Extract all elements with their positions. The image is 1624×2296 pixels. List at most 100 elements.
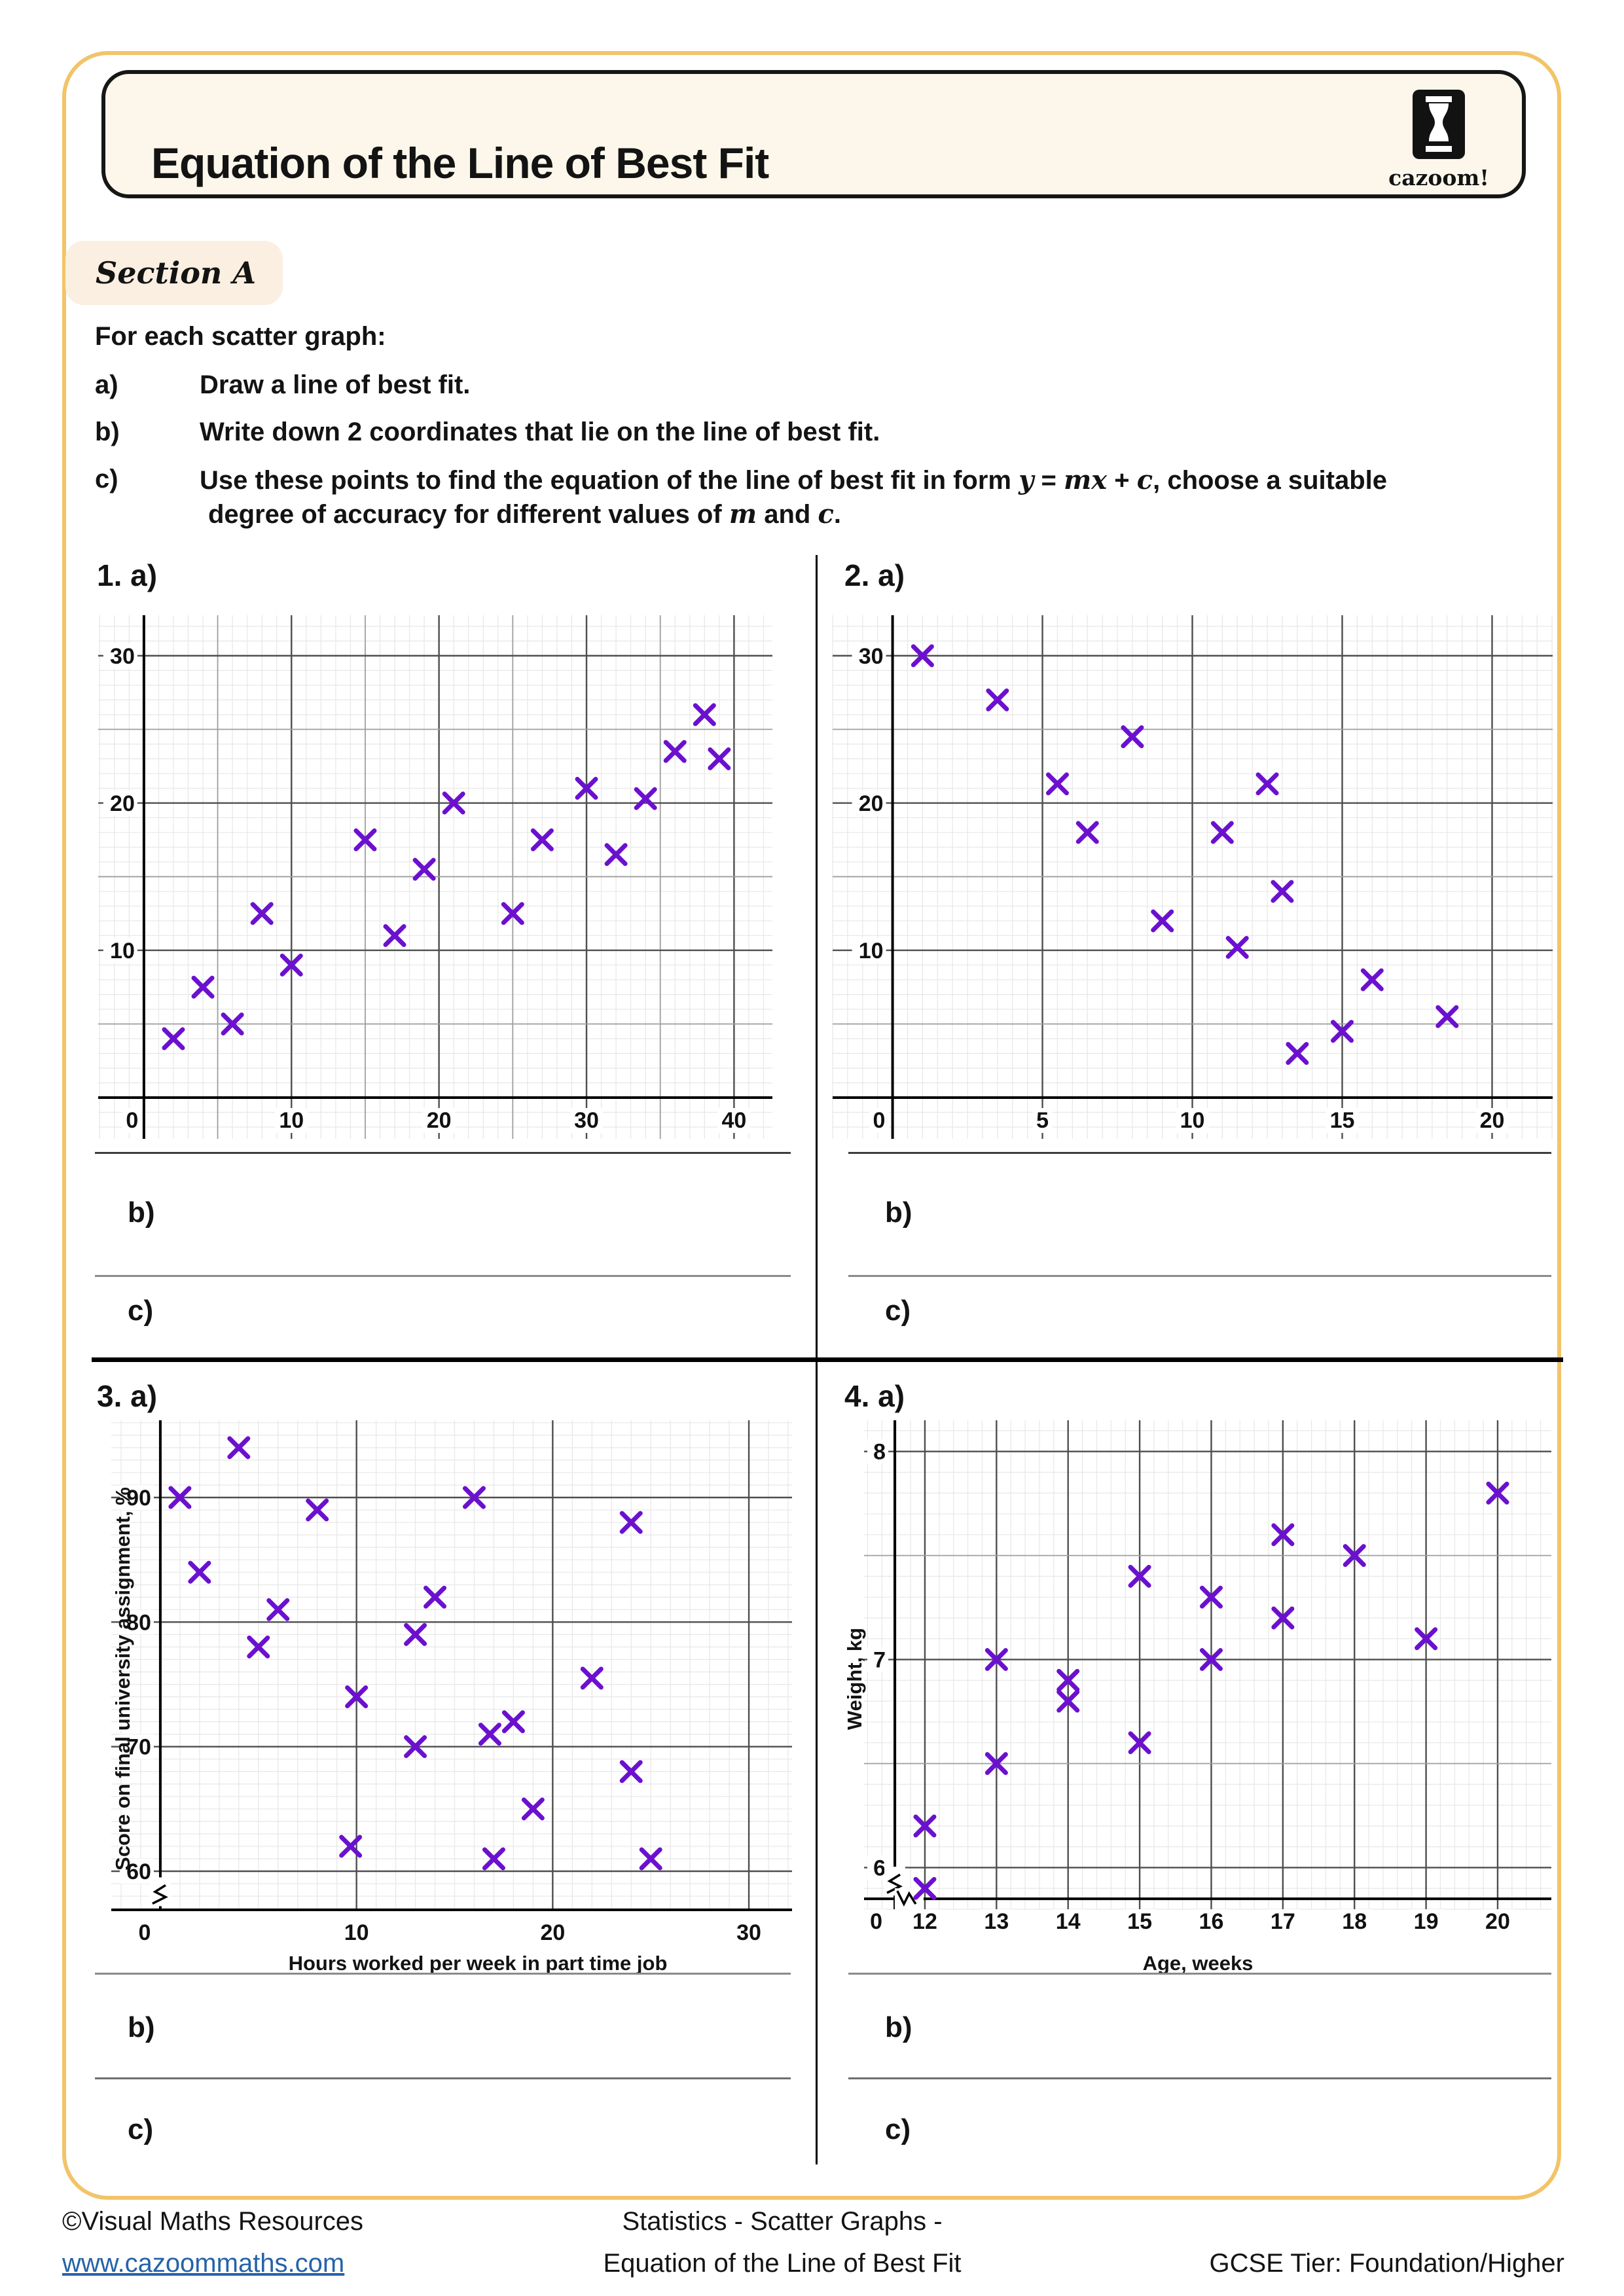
svg-text:0: 0 xyxy=(138,1920,151,1945)
title-banner: Equation of the Line of Best Fit cazoom! xyxy=(101,70,1526,198)
q4-part-b-label: b) xyxy=(885,2011,912,2043)
svg-text:20: 20 xyxy=(540,1920,565,1945)
instructions-intro: For each scatter graph: xyxy=(95,322,386,351)
page-title: Equation of the Line of Best Fit xyxy=(151,139,769,188)
section-label: Section A xyxy=(96,255,257,291)
scatter-plot-q4: 0 12 13 14 15 16 17 18 19 20 6 7 8 xyxy=(864,1420,1551,1935)
question-3-label: 3. a) xyxy=(97,1379,158,1413)
svg-text:5: 5 xyxy=(1036,1108,1049,1133)
instruction-c-post: , choose a suitable xyxy=(1153,466,1387,495)
svg-text:20: 20 xyxy=(110,791,135,816)
math-c: c xyxy=(1136,465,1153,495)
question-2-label: 2. a) xyxy=(844,558,905,592)
svg-text:8: 8 xyxy=(873,1440,886,1465)
svg-text:40: 40 xyxy=(721,1108,746,1133)
instruction-c-letter: c) xyxy=(95,465,118,493)
svg-text:80: 80 xyxy=(126,1610,151,1635)
svg-text:20: 20 xyxy=(427,1108,452,1133)
math-plus: + xyxy=(1107,466,1137,495)
q3-part-c-label: c) xyxy=(128,2113,154,2145)
q3-x-axis-title: Hours worked per week in part time job xyxy=(288,1952,668,1975)
answer-line xyxy=(95,1152,791,1154)
svg-text:10: 10 xyxy=(110,939,135,963)
q2-part-c-label: c) xyxy=(885,1295,911,1327)
instruction-c-text-line1: Use these points to find the equation of… xyxy=(200,465,1387,495)
svg-text:0: 0 xyxy=(870,1909,882,1934)
math-equals: = xyxy=(1034,466,1064,495)
instruction-c-text-line2: degree of accuracy for different values … xyxy=(208,499,841,529)
page-accent-border xyxy=(62,51,1561,2200)
answer-line xyxy=(95,2077,791,2079)
instruction-c-pre: Use these points to find the equation of… xyxy=(200,466,1019,495)
instruction-c2-pre: degree of accuracy for different values … xyxy=(208,500,729,529)
svg-text:17: 17 xyxy=(1271,1909,1295,1934)
instruction-b-text: Write down 2 coordinates that lie on the… xyxy=(200,418,880,446)
svg-text:90: 90 xyxy=(126,1486,151,1511)
answer-line xyxy=(848,2077,1551,2079)
svg-text:30: 30 xyxy=(859,644,884,669)
scatter-plot-q3: 0 10 20 30 60 70 80 90 xyxy=(111,1420,792,1945)
footer-tier: GCSE Tier: Foundation/Higher xyxy=(1209,2249,1564,2278)
answer-line xyxy=(95,1973,791,1975)
instruction-a-text: Draw a line of best fit. xyxy=(200,370,471,399)
svg-text:30: 30 xyxy=(736,1920,761,1945)
svg-text:10: 10 xyxy=(1180,1108,1205,1133)
svg-text:0: 0 xyxy=(873,1108,886,1133)
footer-topic-line1: Statistics - Scatter Graphs - xyxy=(622,2207,943,2236)
question-1-label: 1. a) xyxy=(97,558,158,592)
svg-text:10: 10 xyxy=(279,1108,304,1133)
answer-line xyxy=(95,1275,791,1277)
q1-part-c-label: c) xyxy=(128,1295,154,1327)
answer-line xyxy=(848,1152,1551,1154)
scatter-plot-q1: 0 10 20 30 40 10 20 30 xyxy=(98,615,772,1139)
cazoom-logo-text: cazoom! xyxy=(1388,165,1489,190)
svg-text:15: 15 xyxy=(1330,1108,1355,1133)
svg-text:15: 15 xyxy=(1127,1909,1152,1934)
svg-text:0: 0 xyxy=(126,1108,138,1133)
svg-text:60: 60 xyxy=(126,1859,151,1884)
instruction-a-letter: a) xyxy=(95,370,118,399)
math-y: y xyxy=(1019,465,1034,495)
svg-text:13: 13 xyxy=(984,1909,1009,1934)
cazoom-logo-icon xyxy=(1413,90,1465,159)
q4-y-axis-title: Weight, kg xyxy=(843,1627,866,1731)
instruction-c2-period: . xyxy=(833,500,841,529)
svg-text:20: 20 xyxy=(1480,1108,1505,1133)
math-c2: c xyxy=(818,499,834,529)
q4-x-axis-title: Age, weeks xyxy=(1142,1952,1254,1975)
svg-text:7: 7 xyxy=(873,1648,886,1673)
question-4-label: 4. a) xyxy=(844,1379,905,1413)
footer-topic-line2: Equation of the Line of Best Fit xyxy=(603,2249,962,2278)
svg-text:16: 16 xyxy=(1199,1909,1224,1934)
answer-line xyxy=(848,1275,1551,1277)
row-divider xyxy=(92,1357,1563,1362)
q3-part-b-label: b) xyxy=(128,2011,155,2043)
svg-text:18: 18 xyxy=(1342,1909,1367,1934)
instruction-c2-and: and xyxy=(757,500,818,529)
answer-line xyxy=(848,1973,1551,1975)
svg-text:6: 6 xyxy=(873,1856,886,1880)
svg-text:14: 14 xyxy=(1056,1909,1081,1934)
footer-link[interactable]: www.cazoommaths.com xyxy=(62,2249,345,2278)
q2-part-b-label: b) xyxy=(885,1196,912,1229)
q1-part-b-label: b) xyxy=(128,1196,155,1229)
svg-text:70: 70 xyxy=(126,1735,151,1760)
instruction-b-letter: b) xyxy=(95,418,120,446)
cazoom-logo: cazoom! xyxy=(1383,88,1494,190)
svg-text:10: 10 xyxy=(344,1920,369,1945)
svg-text:19: 19 xyxy=(1414,1909,1439,1934)
svg-text:10: 10 xyxy=(859,939,884,963)
math-mx: mx xyxy=(1063,465,1108,495)
svg-text:12: 12 xyxy=(912,1909,937,1934)
svg-text:30: 30 xyxy=(574,1108,599,1133)
svg-text:20: 20 xyxy=(1485,1909,1510,1934)
svg-text:20: 20 xyxy=(859,791,884,816)
footer-credit: ©Visual Maths Resources xyxy=(62,2207,364,2236)
svg-text:30: 30 xyxy=(110,644,135,669)
section-chip: Section A xyxy=(65,241,283,305)
q3-y-axis-title: Score on final university assignment, % xyxy=(111,1487,134,1871)
math-m2: m xyxy=(729,499,757,529)
q4-part-c-label: c) xyxy=(885,2113,911,2145)
scatter-plot-q2: 0 5 10 15 20 10 20 30 xyxy=(832,615,1553,1139)
